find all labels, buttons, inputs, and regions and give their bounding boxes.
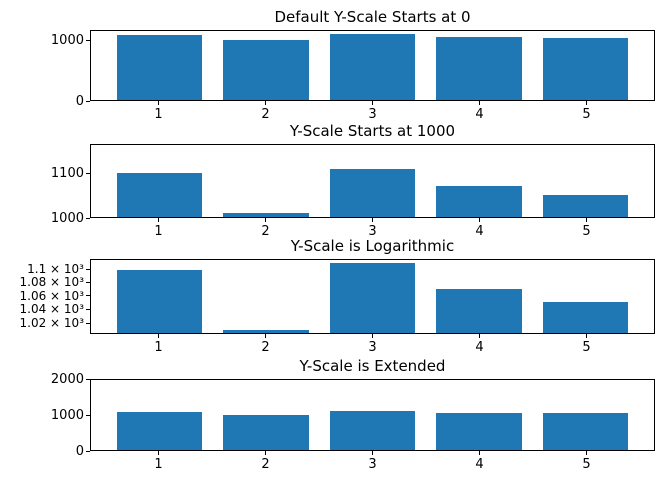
y-tick-label: 1.02 × 10³ bbox=[19, 316, 84, 331]
x-tick-mark bbox=[372, 451, 373, 455]
x-tick-mark bbox=[157, 218, 159, 222]
x-tick-label: 2 bbox=[261, 107, 270, 122]
x-tick-label: 5 bbox=[582, 107, 591, 122]
x-tick-mark bbox=[264, 451, 266, 455]
y-tick-mark bbox=[86, 322, 90, 324]
x-tick-label: 4 bbox=[475, 224, 484, 239]
x-tick-label: 4 bbox=[475, 107, 484, 122]
subplot-2-bar-x4 bbox=[436, 186, 522, 217]
y-tick-mark bbox=[86, 308, 90, 310]
subplot-2-bar-x5 bbox=[543, 195, 629, 217]
subplot-4-bar-x5 bbox=[543, 413, 629, 450]
y-tick-label: 1000 bbox=[50, 32, 84, 48]
subplot-3-bar-x5 bbox=[543, 302, 629, 333]
x-tick-label: 1 bbox=[154, 457, 163, 472]
x-tick-mark bbox=[586, 218, 587, 222]
x-tick-mark bbox=[264, 101, 266, 105]
subplot-3-bar-x1 bbox=[116, 269, 202, 333]
subplot-4-axes bbox=[90, 379, 655, 451]
subplot-2-bar-x3 bbox=[329, 169, 416, 217]
y-tick-label: 0 bbox=[75, 443, 84, 459]
y-tick-label: 1.04 × 10³ bbox=[19, 302, 84, 317]
subplot-3-bar-x3 bbox=[329, 263, 416, 333]
x-tick-label: 3 bbox=[368, 224, 377, 239]
x-tick-label: 2 bbox=[261, 224, 270, 239]
subplot-2-bar-x1 bbox=[116, 173, 202, 217]
subplot-4-title: Y-Scale is Extended bbox=[299, 357, 446, 375]
x-tick-mark bbox=[264, 334, 266, 338]
subplot-3-bar-x4 bbox=[436, 289, 522, 333]
y-tick-mark bbox=[86, 378, 90, 380]
x-tick-mark bbox=[372, 218, 373, 222]
subplot-4-bar-x3 bbox=[329, 411, 416, 450]
x-tick-label: 1 bbox=[154, 340, 163, 355]
x-tick-mark bbox=[157, 451, 159, 455]
y-tick-mark bbox=[86, 172, 90, 174]
subplot-3-axes bbox=[90, 259, 655, 334]
subplot-3-bar-x2 bbox=[223, 329, 309, 333]
y-tick-label: 1000 bbox=[50, 210, 84, 226]
subplot-1-title: Default Y-Scale Starts at 0 bbox=[274, 8, 471, 26]
y-tick-mark bbox=[86, 281, 90, 283]
x-tick-mark bbox=[479, 101, 480, 105]
subplot-2-bar-x2 bbox=[223, 212, 309, 217]
x-tick-mark bbox=[586, 451, 587, 455]
y-tick-mark bbox=[86, 414, 90, 416]
y-tick-label: 1.1 × 10³ bbox=[27, 262, 84, 277]
x-tick-label: 3 bbox=[368, 457, 377, 472]
subplot-2-title: Y-Scale Starts at 1000 bbox=[289, 122, 456, 140]
y-tick-mark bbox=[86, 295, 90, 297]
x-tick-label: 5 bbox=[582, 457, 591, 472]
y-tick-mark bbox=[86, 450, 90, 452]
y-tick-mark bbox=[86, 268, 90, 270]
x-tick-label: 3 bbox=[368, 340, 377, 355]
x-tick-label: 1 bbox=[154, 224, 163, 239]
x-tick-label: 2 bbox=[261, 340, 270, 355]
y-tick-label: 2000 bbox=[50, 371, 84, 387]
y-tick-label: 1.06 × 10³ bbox=[19, 288, 84, 303]
subplot-4-bar-x1 bbox=[116, 411, 202, 450]
x-tick-mark bbox=[157, 334, 159, 338]
x-tick-mark bbox=[586, 334, 587, 338]
subplot-1-bar-x4 bbox=[436, 36, 522, 100]
subplot-1-bar-x2 bbox=[223, 40, 309, 100]
x-tick-label: 2 bbox=[261, 457, 270, 472]
x-tick-label: 5 bbox=[582, 340, 591, 355]
x-tick-label: 3 bbox=[368, 107, 377, 122]
subplot-1-bar-x1 bbox=[116, 34, 202, 100]
x-tick-mark bbox=[372, 334, 373, 338]
y-tick-label: 1100 bbox=[50, 165, 84, 181]
y-tick-mark bbox=[86, 39, 90, 41]
x-tick-label: 5 bbox=[582, 224, 591, 239]
subplot-1-axes bbox=[90, 30, 655, 101]
subplot-3-title: Y-Scale is Logarithmic bbox=[290, 237, 455, 255]
y-tick-label: 0 bbox=[75, 93, 84, 109]
x-tick-mark bbox=[479, 451, 480, 455]
x-tick-mark bbox=[157, 101, 159, 105]
y-tick-label: 1.08 × 10³ bbox=[19, 275, 84, 290]
x-tick-mark bbox=[372, 101, 373, 105]
subplot-4-bar-x4 bbox=[436, 412, 522, 450]
x-tick-mark bbox=[586, 101, 587, 105]
x-tick-label: 1 bbox=[154, 107, 163, 122]
y-tick-mark bbox=[86, 100, 90, 102]
y-tick-mark bbox=[86, 217, 90, 219]
subplot-1-bar-x5 bbox=[543, 37, 629, 100]
subplot-1-bar-x3 bbox=[329, 34, 416, 100]
x-tick-label: 4 bbox=[475, 457, 484, 472]
subplot-2-axes bbox=[90, 144, 655, 218]
y-tick-label: 1000 bbox=[50, 407, 84, 423]
x-tick-label: 4 bbox=[475, 340, 484, 355]
x-tick-mark bbox=[479, 218, 480, 222]
x-tick-mark bbox=[264, 218, 266, 222]
x-tick-mark bbox=[479, 334, 480, 338]
subplot-4-bar-x2 bbox=[223, 414, 309, 450]
